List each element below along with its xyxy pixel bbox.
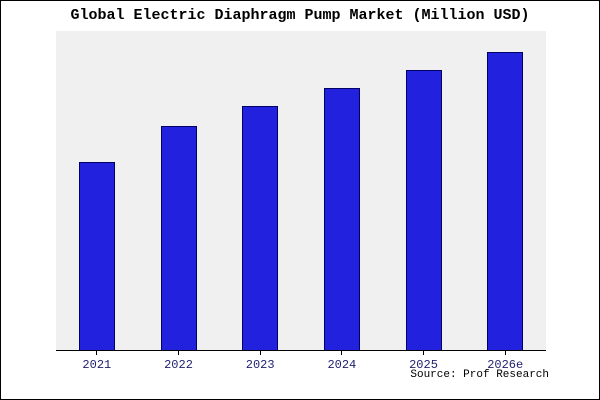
tick-mark	[423, 351, 425, 355]
bar-slot	[301, 31, 383, 350]
bar-slot	[383, 31, 465, 350]
source-caption: Source: Prof Research	[410, 369, 549, 381]
x-tick-group: 2024	[301, 351, 383, 372]
bar-slot	[138, 31, 220, 350]
tick-mark	[259, 351, 261, 355]
x-tick-label: 2022	[164, 358, 193, 372]
bar-slot	[219, 31, 301, 350]
tick-mark	[96, 351, 98, 355]
bar-slot	[56, 31, 138, 350]
chart-title: Global Electric Diaphragm Pump Market (M…	[70, 7, 530, 24]
bar-2025	[405, 69, 442, 350]
x-tick-group: 2022	[138, 351, 220, 372]
x-tick-label: 2026e	[487, 358, 524, 372]
tick-mark	[504, 351, 506, 355]
bar-2023	[242, 105, 279, 350]
bars-row	[56, 31, 546, 350]
tick-mark	[178, 351, 179, 355]
x-tick-label: 2025	[409, 358, 438, 372]
x-tick-group: 2023	[219, 351, 301, 372]
bar-2022	[160, 126, 197, 350]
bar-2024	[323, 87, 360, 350]
x-tick-group: 2025	[383, 351, 465, 372]
plot-area	[56, 31, 546, 351]
tick-mark	[341, 351, 343, 355]
bar-2026e	[487, 51, 524, 350]
x-tick-group: 2021	[56, 351, 138, 372]
bar-2021	[78, 162, 115, 350]
x-tick-group: 2026e	[464, 351, 546, 372]
x-tick-label: 2023	[245, 358, 275, 372]
x-axis-labels-row: 2021 2022 2023 2024 2025 2026e	[56, 351, 546, 372]
x-tick-label: 2021	[82, 358, 112, 372]
x-tick-label: 2024	[327, 358, 357, 372]
bar-slot	[464, 31, 546, 350]
